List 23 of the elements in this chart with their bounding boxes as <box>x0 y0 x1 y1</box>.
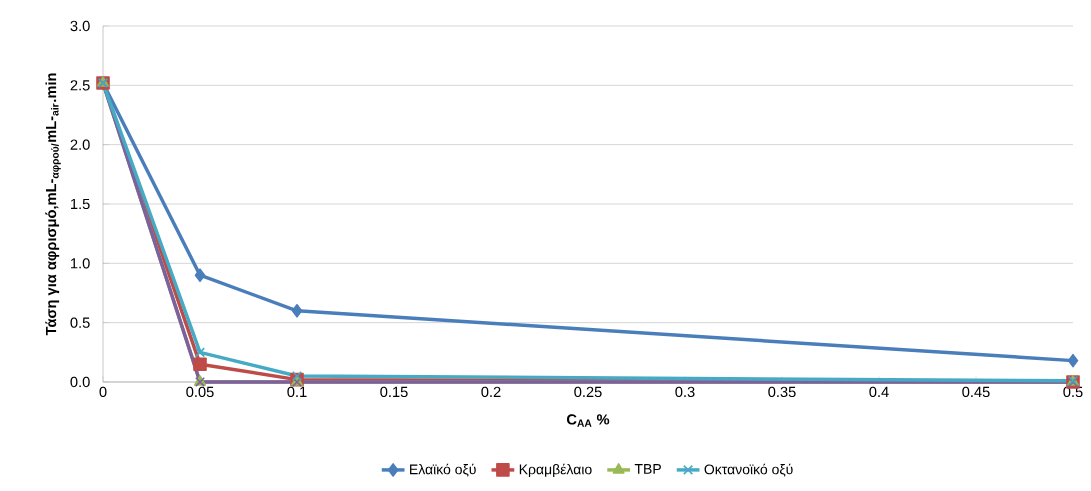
x-tick-label: 0.45 <box>962 386 990 398</box>
y-tick-label: 2.0 <box>70 139 90 150</box>
x-tick-label: 0.05 <box>186 386 214 398</box>
y-tick-label: 1.0 <box>71 258 90 269</box>
x-tick-label: 0.3 <box>675 386 695 398</box>
x-tick-label: 0.1 <box>287 386 307 398</box>
y-axis-title: Τάση για αφρισμό,mL-$_{αφρού/}$mL-$_{air}$.min <box>45 73 61 336</box>
legend-label: Οκτανοϊκό οξύ <box>704 463 793 477</box>
y-tick-label: 0.0 <box>70 376 90 388</box>
legend-label: Ελαϊκό οξύ <box>410 463 476 477</box>
y-tick-label: 3.0 <box>70 20 90 32</box>
x-tick-label: 0.15 <box>380 386 408 398</box>
legend-label: Κραμβέλαιο <box>519 463 592 478</box>
y-tick-label: 2.5 <box>70 80 90 91</box>
x-tick-label: 0 <box>99 386 107 398</box>
legend-label: TBP <box>634 464 661 474</box>
x-tick-label: 0.35 <box>768 386 796 398</box>
x-tick-label: 0.2 <box>481 386 501 398</box>
y-tick-label: 0.5 <box>70 317 90 328</box>
x-tick-label: 0.25 <box>574 386 602 398</box>
x-axis-title: C$_{AA}$ % <box>567 414 610 427</box>
y-tick-label: 1.5 <box>71 198 90 210</box>
x-tick-label: 0.4 <box>869 386 889 398</box>
